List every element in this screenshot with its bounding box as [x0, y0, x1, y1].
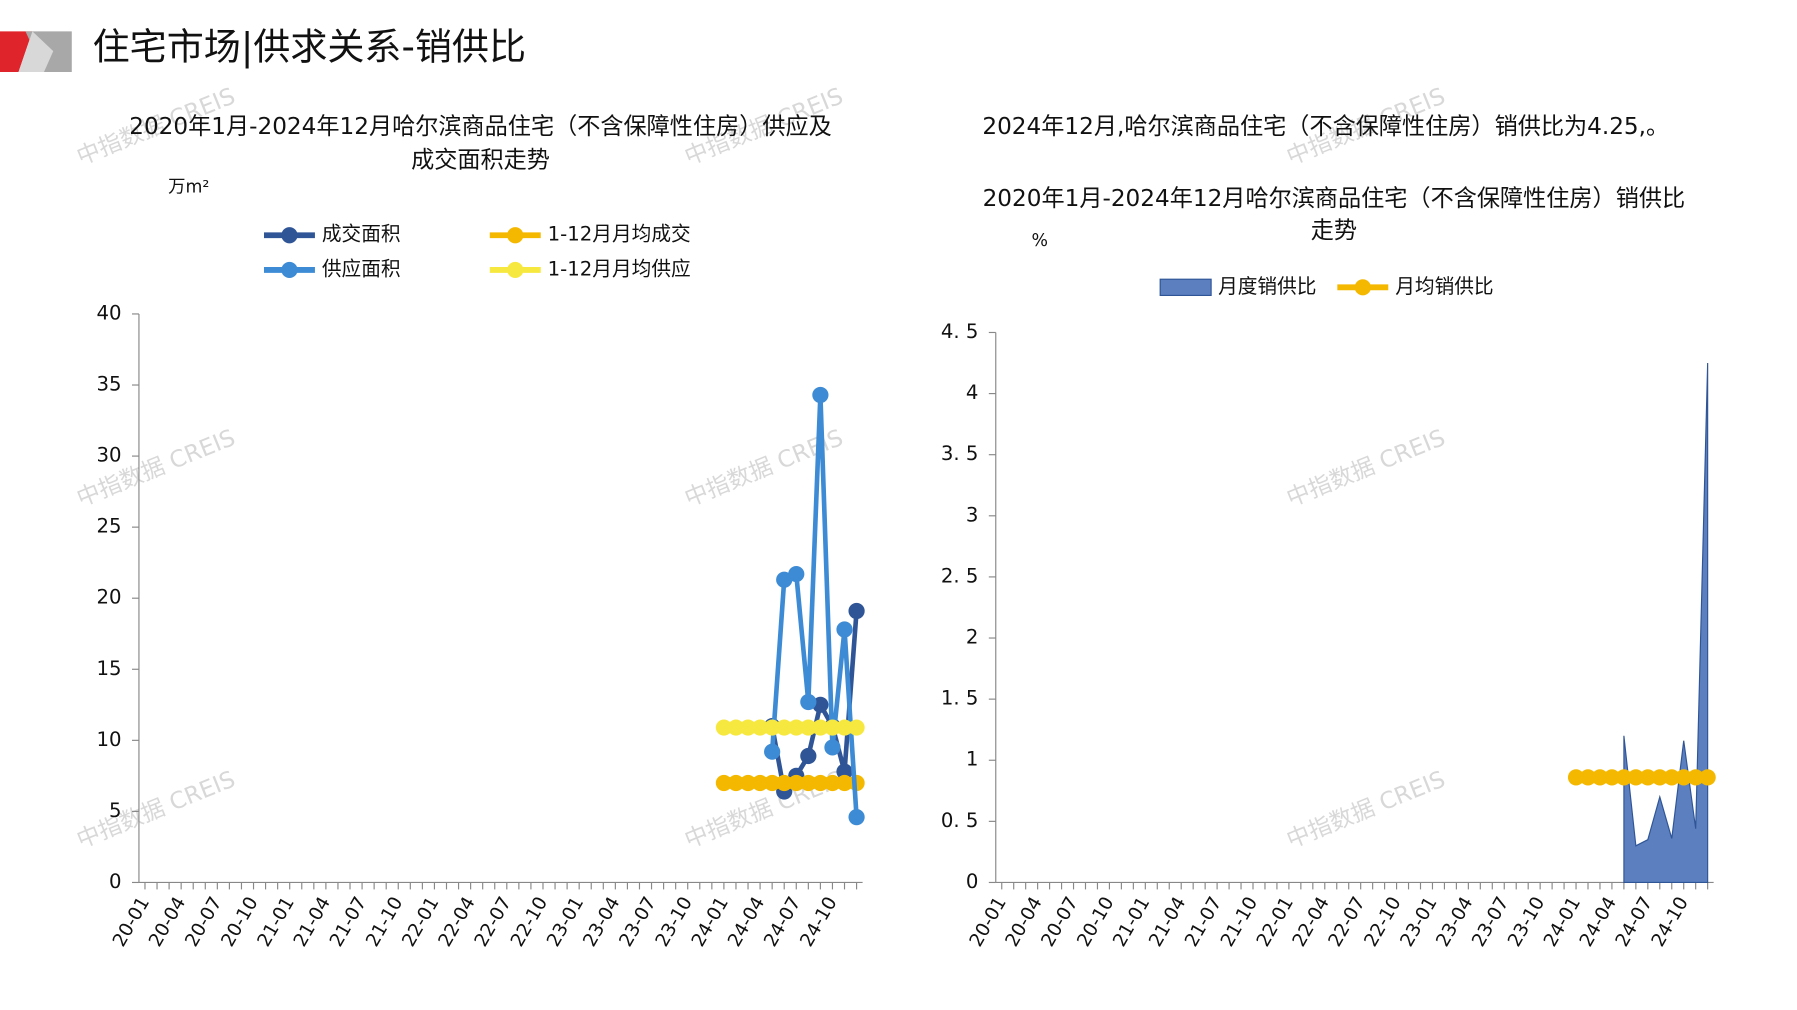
- point: [848, 602, 865, 620]
- legend-label: 供应面积: [322, 257, 401, 280]
- area: [1623, 363, 1709, 884]
- point: [1579, 769, 1597, 786]
- point: [1627, 769, 1644, 786]
- point: [776, 571, 793, 588]
- chart-title: 成交面积走势: [411, 148, 550, 174]
- description: 2024年12月,哈尔滨商品住宅（不含保障性住房）销供比为4.25,。: [982, 114, 1669, 140]
- point: [788, 565, 805, 583]
- y-tick-label: 2. 5: [941, 564, 979, 587]
- point: [715, 719, 733, 736]
- legend-label: 1-12月月均供应: [548, 257, 691, 280]
- point: [751, 774, 769, 792]
- point: [836, 621, 853, 638]
- point: [751, 719, 769, 736]
- y-axis-unit: %: [1032, 231, 1049, 251]
- y-tick-label: 10: [97, 728, 122, 751]
- point: [727, 774, 745, 792]
- y-axis-unit: 万m²: [168, 178, 209, 198]
- y-tick-label: 2: [966, 626, 979, 649]
- point: [812, 386, 829, 404]
- point: [1639, 769, 1656, 786]
- y-tick-label: 15: [97, 657, 122, 680]
- watermark: 中指数据 CREIS: [73, 767, 239, 854]
- legend-swatch-dot: [507, 261, 524, 279]
- y-tick-label: 35: [97, 373, 122, 396]
- point: [1615, 769, 1633, 786]
- y-tick-label: 20: [97, 586, 122, 609]
- point: [1687, 769, 1704, 786]
- legend-label: 1-12月月均成交: [548, 223, 691, 246]
- point: [848, 808, 865, 826]
- point: [739, 774, 757, 792]
- point: [1699, 769, 1716, 786]
- y-tick-label: 0: [109, 870, 122, 893]
- point: [800, 693, 817, 711]
- y-tick-label: 5: [109, 799, 122, 822]
- chart-title: 2020年1月-2024年12月哈尔滨商品住宅（不含保障性住房）销供比: [983, 186, 1686, 212]
- y-tick-label: 4. 5: [941, 320, 979, 343]
- legend-swatch-dot: [281, 227, 298, 244]
- legend-swatch-dot: [281, 261, 298, 279]
- point: [764, 719, 781, 736]
- point: [1675, 769, 1692, 786]
- point: [824, 774, 841, 792]
- logo-light: [18, 31, 54, 72]
- point: [715, 774, 733, 792]
- point: [764, 743, 781, 760]
- point: [824, 739, 841, 756]
- y-tick-label: 0. 5: [941, 809, 979, 832]
- watermark: 中指数据 CREIS: [73, 425, 239, 512]
- logo-red: [0, 31, 33, 72]
- point: [776, 719, 793, 736]
- point: [800, 747, 817, 765]
- point: [800, 719, 817, 736]
- legend-swatch-dot: [507, 227, 524, 244]
- point: [1651, 769, 1668, 786]
- point: [848, 719, 865, 736]
- legend-swatch: [1159, 278, 1212, 297]
- point: [836, 763, 853, 780]
- header-title: 住宅市场|供求关系-销供比: [93, 25, 526, 69]
- point: [1603, 769, 1621, 786]
- watermark: 中指数据 CREIS: [1283, 425, 1449, 512]
- point: [788, 719, 805, 736]
- y-tick-label: 1. 5: [941, 687, 979, 710]
- point: [788, 774, 805, 792]
- point: [776, 774, 793, 792]
- y-tick-label: 30: [97, 444, 122, 467]
- point: [739, 719, 757, 736]
- point: [812, 719, 829, 736]
- chart-title: 走势: [1311, 218, 1357, 244]
- watermark: 中指数据 CREIS: [1283, 767, 1449, 854]
- y-tick-label: 40: [97, 301, 122, 324]
- point: [800, 774, 817, 792]
- chart-title: 2020年1月-2024年12月哈尔滨商品住宅（不含保障性住房）供应及: [129, 114, 832, 140]
- y-tick-label: 4: [966, 381, 979, 404]
- legend-label: 月均销供比: [1395, 275, 1493, 298]
- point: [1591, 769, 1609, 786]
- y-tick-label: 3. 5: [941, 442, 979, 465]
- point: [812, 774, 829, 792]
- x-tick-label: 24-10: [1648, 893, 1693, 950]
- legend-swatch-dot: [1354, 279, 1371, 296]
- point: [764, 774, 781, 792]
- y-tick-label: 1: [966, 748, 979, 771]
- y-tick-label: 25: [97, 515, 122, 538]
- x-tick-label: 24-10: [796, 893, 841, 950]
- point: [1663, 769, 1680, 786]
- point: [824, 719, 841, 736]
- point: [727, 719, 745, 736]
- point: [836, 774, 853, 792]
- point: [836, 719, 853, 736]
- y-tick-label: 0: [966, 870, 979, 893]
- y-tick-label: 3: [966, 503, 979, 526]
- legend-label: 月度销供比: [1218, 275, 1316, 298]
- legend-label: 成交面积: [322, 223, 401, 246]
- point: [1567, 769, 1585, 786]
